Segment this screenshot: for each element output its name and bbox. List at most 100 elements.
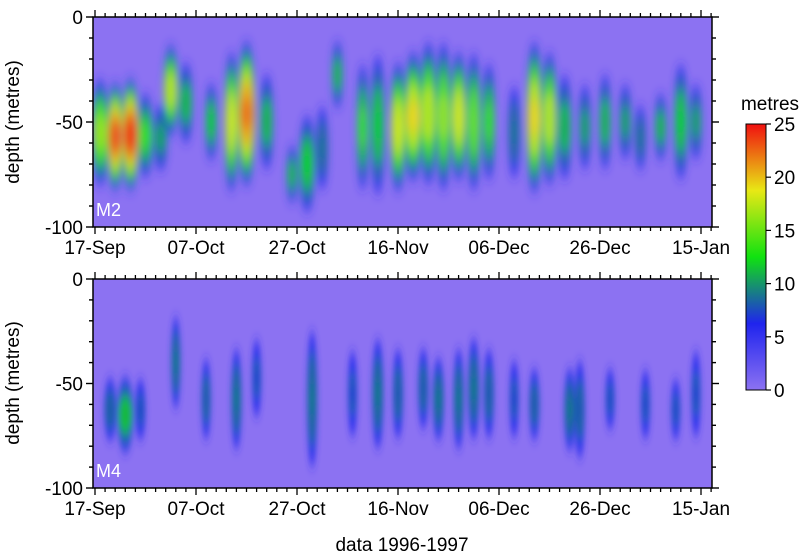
heatmap-cell bbox=[171, 317, 181, 408]
heatmap-cell bbox=[251, 339, 262, 417]
x-axis-title: data 1996-1997 bbox=[335, 535, 468, 556]
heatmap-cell bbox=[564, 368, 576, 451]
y-tick-label: -100 bbox=[45, 479, 83, 500]
heatmap-cell bbox=[526, 42, 543, 194]
panel-m2: -100 -50 0 17-Sep 07-Oct 27-Oct 16-Nov 06-Dec 2… bbox=[3, 8, 730, 259]
heatmap-cell bbox=[466, 53, 481, 191]
heatmap-cell bbox=[306, 331, 318, 468]
heatmap-cell bbox=[453, 349, 464, 449]
heatmap-cell bbox=[482, 64, 496, 180]
panel-m4-y-ticks: -100 -50 0 bbox=[45, 270, 719, 500]
panel-m2-label: M2 bbox=[96, 200, 121, 220]
heatmap-cell bbox=[468, 338, 480, 439]
y-tick-label: -50 bbox=[56, 113, 83, 134]
heatmap-cell bbox=[231, 349, 242, 449]
heatmap-cell bbox=[299, 116, 315, 212]
y-tick-label: -50 bbox=[56, 375, 83, 396]
heatmap-cell bbox=[674, 65, 688, 179]
x-tick-label: 15-Jan bbox=[672, 499, 730, 520]
heatmap-cell bbox=[691, 351, 701, 437]
heatmap-cell bbox=[635, 105, 646, 170]
heatmap-cell bbox=[153, 105, 168, 171]
heatmap-cell bbox=[574, 361, 585, 459]
colorbar: metres 0 5 10 15 20 25 bbox=[741, 94, 799, 402]
x-tick-label: 26-Dec bbox=[569, 238, 630, 259]
colorbar-title: metres bbox=[741, 94, 799, 115]
panel-m2-y-axis-title: depth (metres) bbox=[3, 60, 24, 184]
heatmap-cell bbox=[260, 75, 274, 169]
x-tick-label: 16-Nov bbox=[367, 499, 429, 520]
colorbar-tick-label: 15 bbox=[774, 221, 795, 242]
x-tick-label: 27-Oct bbox=[268, 238, 326, 259]
heatmap-cell bbox=[542, 53, 557, 185]
heatmap-cell bbox=[529, 369, 540, 440]
heatmap-cell bbox=[163, 45, 179, 136]
panel-m2-y-ticks: -100 -50 0 bbox=[45, 8, 719, 239]
colorbar-tick-label: 10 bbox=[774, 275, 795, 296]
heatmap-cell bbox=[237, 41, 256, 186]
heatmap-cell bbox=[371, 55, 385, 195]
heatmap-cell bbox=[117, 377, 134, 453]
x-tick-label: 17-Sep bbox=[64, 238, 125, 259]
heatmap-cell bbox=[316, 107, 328, 190]
panel-m4-x-ticks: 17-Sep 07-Oct 27-Oct 16-Nov 06-Dec 26-Dec 15-J… bbox=[64, 272, 730, 520]
colorbar-tick-label: 5 bbox=[774, 328, 785, 349]
heatmap-cell bbox=[450, 52, 467, 181]
heatmap-cell bbox=[93, 79, 109, 186]
y-tick-label: 0 bbox=[72, 270, 83, 291]
panel-m4-heatmap bbox=[104, 317, 701, 468]
heatmap-cell bbox=[690, 84, 702, 160]
heatmap-cell bbox=[224, 52, 239, 192]
heatmap-cell bbox=[179, 63, 193, 143]
heatmap-cell bbox=[392, 349, 404, 439]
heatmap-cell bbox=[356, 64, 369, 190]
colorbar-tick-label: 25 bbox=[774, 115, 795, 136]
heatmap-cell bbox=[432, 358, 445, 440]
heatmap-cell bbox=[579, 85, 591, 169]
heatmap-cell bbox=[640, 370, 651, 439]
panel-m4-label: M4 bbox=[96, 461, 121, 481]
y-tick-label: -100 bbox=[45, 218, 83, 239]
panel-m2-heatmap bbox=[93, 41, 702, 212]
heatmap-cell bbox=[509, 360, 519, 438]
x-tick-label: 06-Dec bbox=[468, 238, 529, 259]
heatmap-cell bbox=[483, 349, 495, 439]
heatmap-cell bbox=[404, 52, 422, 182]
x-tick-label: 15-Jan bbox=[672, 238, 730, 259]
heatmap-cell bbox=[286, 146, 298, 203]
x-tick-label: 27-Oct bbox=[268, 499, 326, 520]
heatmap-cell bbox=[508, 87, 520, 178]
colorbar-tick-label: 0 bbox=[774, 381, 785, 402]
heatmap-cell bbox=[419, 42, 437, 185]
heatmap-cell bbox=[418, 348, 429, 429]
panel-m2-x-ticks: 17-Sep 07-Oct 27-Oct 16-Nov 06-Dec 26-Dec 15-J… bbox=[64, 10, 730, 259]
heatmap-cell bbox=[372, 339, 384, 449]
heatmap-cell bbox=[605, 369, 615, 430]
heatmap-cell bbox=[436, 43, 451, 191]
heatmap-cell bbox=[654, 94, 667, 161]
heatmap-cell bbox=[599, 75, 611, 169]
x-tick-label: 17-Sep bbox=[64, 499, 125, 520]
colorbar-tick-label: 20 bbox=[774, 168, 795, 189]
heatmap-cell bbox=[347, 351, 358, 437]
heatmap-cell bbox=[332, 41, 343, 108]
x-tick-label: 16-Nov bbox=[367, 238, 429, 259]
heatmap-cell bbox=[671, 379, 681, 440]
heatmap-cell bbox=[135, 379, 146, 440]
heatmap-cell bbox=[201, 359, 211, 439]
heatmap-cell bbox=[104, 378, 117, 441]
colorbar-ticks: 0 5 10 15 20 25 bbox=[766, 115, 795, 402]
x-tick-label: 07-Oct bbox=[167, 238, 225, 259]
heatmap-cell bbox=[106, 82, 124, 191]
heatmap-cell bbox=[390, 63, 406, 192]
x-tick-label: 26-Dec bbox=[569, 499, 630, 520]
x-tick-label: 07-Oct bbox=[167, 499, 225, 520]
heatmap-cell bbox=[619, 84, 631, 160]
heatmap-cell bbox=[205, 84, 217, 160]
heatmap-cell bbox=[121, 78, 140, 191]
colorbar-gradient bbox=[745, 123, 767, 391]
heatmap-cell bbox=[138, 94, 153, 177]
x-tick-label: 06-Dec bbox=[468, 499, 529, 520]
heatmap-cell bbox=[557, 75, 572, 179]
